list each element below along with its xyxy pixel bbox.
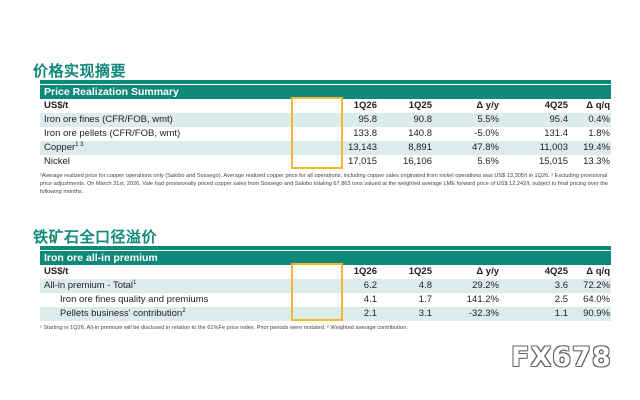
cell-1q26: 2.1 [363, 308, 377, 319]
cell-yy: 141.2% [466, 294, 499, 305]
table-row-nickel: Nickel 17,015 16,106 5.6% 15,015 13.3% [40, 155, 611, 169]
column-header-yy: Δ y/y [476, 266, 499, 277]
cell-qq: 0.4% [588, 114, 610, 125]
cell-4q25: 131.4 [544, 128, 568, 139]
column-header-1q26: 1Q26 [353, 266, 377, 277]
cell-qq: 90.9% [583, 308, 610, 319]
section-title-all-in-premium: 铁矿石全口径溢价 [33, 228, 158, 246]
cell-1q25: 1.7 [418, 294, 432, 305]
footnote-price-realization: ¹Average realized price for copper opera… [40, 173, 608, 195]
table-top-bar [40, 246, 611, 250]
cell-yy: 29.2% [472, 280, 499, 291]
row-label-text: All-in premium - Total [44, 280, 134, 291]
cell-1q25: 8,891 [408, 142, 432, 153]
table-top-bar [40, 80, 611, 84]
cell-1q25: 3.1 [418, 308, 432, 319]
cell-4q25: 15,015 [538, 156, 568, 167]
cell-1q26: 13,143 [347, 142, 377, 153]
table-title: Price Realization Summary [40, 85, 611, 99]
cell-1q26: 133.8 [353, 128, 377, 139]
row-label-text: Pellets business' contribution [60, 308, 183, 319]
column-header-1q25: 1Q25 [408, 266, 432, 277]
column-header-4q25: 4Q25 [544, 266, 568, 277]
column-header-unit: US$/t [44, 266, 69, 277]
table-row-iron-ore-pellets: Iron ore pellets (CFR/FOB, wmt) 133.8 14… [40, 127, 611, 141]
table-header-row: US$/t 1Q26 1Q25 Δ y/y 4Q25 Δ q/q [40, 265, 611, 279]
section-title-price-realization: 价格实现摘要 [33, 62, 127, 80]
cell-1q25: 90.8 [413, 114, 433, 125]
cell-yy: 5.5% [477, 114, 499, 125]
cell-4q25: 2.5 [554, 294, 568, 305]
footnote-marker: 1 [133, 279, 137, 286]
cell-yy: -5.0% [474, 128, 499, 139]
row-label: Iron ore pellets (CFR/FOB, wmt) [44, 128, 181, 139]
cell-4q25: 3.6 [554, 280, 568, 291]
table-row-pellets-contribution: Pellets business' contribution2 2.1 3.1 … [40, 307, 611, 321]
cell-qq: 72.2% [583, 280, 610, 291]
row-label: Copper1 3 [44, 141, 84, 155]
cell-1q25: 140.8 [408, 128, 432, 139]
cell-1q25: 16,106 [402, 156, 432, 167]
footnote-marker: 1 3 [75, 141, 84, 148]
column-header-qq: Δ q/q [586, 100, 610, 111]
cell-qq: 13.3% [583, 156, 610, 167]
column-header-4q25: 4Q25 [544, 100, 568, 111]
cell-1q26: 17,015 [347, 156, 377, 167]
cell-yy: 47.8% [472, 142, 499, 153]
table-header-row: US$/t 1Q26 1Q25 Δ y/y 4Q25 Δ q/q [40, 99, 611, 113]
row-label: Pellets business' contribution2 [60, 307, 186, 321]
footnote-marker: 2 [182, 307, 186, 314]
column-header-1q25: 1Q25 [408, 100, 432, 111]
all-in-premium-table: Iron ore all-in premium US$/t 1Q26 1Q25 … [40, 246, 611, 321]
cell-4q25: 1.1 [554, 308, 568, 319]
column-header-unit: US$/t [44, 100, 69, 111]
cell-1q26: 4.1 [363, 294, 377, 305]
cell-4q25: 95.4 [549, 114, 569, 125]
row-label: Iron ore fines quality and premiums [60, 294, 209, 305]
column-header-yy: Δ y/y [476, 100, 499, 111]
cell-1q25: 4.8 [418, 280, 432, 291]
price-realization-table: Price Realization Summary US$/t 1Q26 1Q2… [40, 80, 611, 169]
cell-4q25: 11,003 [539, 142, 568, 153]
cell-yy: 5.6% [477, 156, 499, 167]
watermark-logo: FX678 [511, 342, 612, 373]
cell-yy: -32.3% [468, 308, 499, 319]
column-header-qq: Δ q/q [586, 266, 610, 277]
row-label: All-in premium - Total1 [44, 279, 136, 293]
cell-qq: 19.4% [583, 142, 610, 153]
row-label: Iron ore fines (CFR/FOB, wmt) [44, 114, 173, 125]
table-row-fines-quality: Iron ore fines quality and premiums 4.1 … [40, 293, 611, 307]
cell-qq: 64.0% [583, 294, 610, 305]
cell-1q26: 95.8 [358, 114, 378, 125]
row-label: Nickel [44, 156, 70, 167]
cell-qq: 1.8% [588, 128, 610, 139]
column-header-1q26: 1Q26 [353, 100, 377, 111]
cell-1q26: 6.2 [363, 280, 377, 291]
table-row-iron-ore-fines: Iron ore fines (CFR/FOB, wmt) 95.8 90.8 … [40, 113, 611, 127]
footnote-all-in-premium: ¹ Starting in 1Q26, All-in premium will … [40, 325, 408, 331]
row-label-text: Copper [44, 142, 76, 153]
table-row-copper: Copper1 3 13,143 8,891 47.8% 11,003 19.4… [40, 141, 611, 155]
table-title: Iron ore all-in premium [40, 251, 611, 265]
table-row-all-in-premium-total: All-in premium - Total1 6.2 4.8 29.2% 3.… [40, 279, 611, 293]
